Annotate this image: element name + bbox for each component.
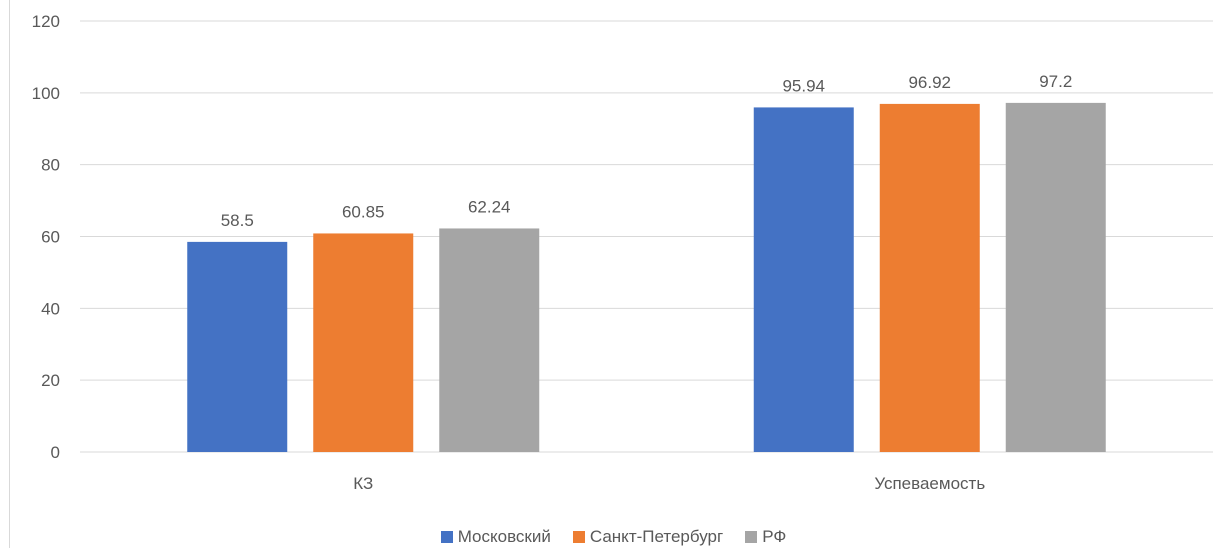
bar	[187, 241, 288, 452]
x-category-label: Успеваемость	[874, 474, 985, 493]
data-label: 62.24	[468, 197, 511, 216]
data-label: 58.5	[221, 211, 254, 230]
legend-item: РФ	[745, 527, 786, 547]
legend-item: Московский	[440, 527, 551, 547]
bars	[187, 102, 1106, 453]
x-category-label: КЗ	[353, 474, 373, 493]
y-tick-label: 60	[41, 228, 60, 247]
bar	[879, 103, 980, 453]
y-tick-label: 100	[32, 84, 60, 103]
legend: Московский Санкт-Петербург РФ	[0, 527, 1227, 547]
y-tick-label: 80	[41, 156, 60, 175]
bar	[753, 107, 854, 452]
x-axis-categories: КЗ Успеваемость	[353, 474, 985, 493]
data-label: 60.85	[342, 202, 385, 221]
legend-swatch	[745, 531, 758, 543]
legend-swatch	[440, 531, 453, 543]
y-tick-label: 40	[41, 299, 60, 318]
y-tick-label: 20	[41, 371, 60, 390]
bar	[1005, 102, 1106, 452]
legend-swatch	[572, 531, 585, 543]
bar	[439, 228, 540, 452]
chart-frame-border	[9, 0, 10, 548]
y-tick-label: 0	[51, 443, 60, 462]
legend-label: РФ	[762, 527, 787, 546]
data-label: 95.94	[782, 76, 825, 95]
y-tick-label: 120	[32, 12, 60, 31]
legend-label: Московский	[457, 527, 551, 546]
data-label: 97.2	[1039, 72, 1072, 91]
data-label: 96.92	[908, 73, 951, 92]
data-labels: 58.5 60.85 62.24 95.94 96.92 97.2	[221, 72, 1073, 230]
y-axis-ticks: 0 20 40 60 80 100 120	[32, 12, 60, 462]
bar	[313, 233, 414, 452]
legend-item: Санкт-Петербург	[572, 527, 724, 547]
legend-label: Санкт-Петербург	[589, 527, 724, 546]
